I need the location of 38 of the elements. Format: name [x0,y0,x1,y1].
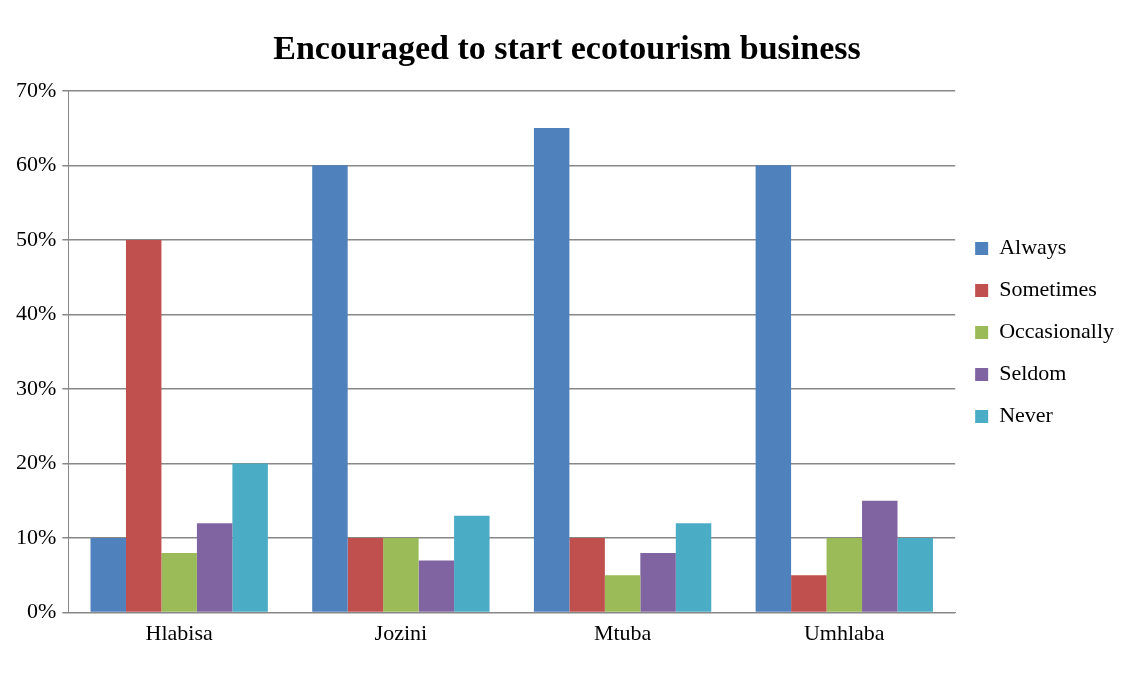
bar [347,538,384,612]
bar [454,515,490,612]
bar [533,128,570,612]
bar [125,239,162,612]
y-tick-label: 10% [16,523,57,549]
bar [383,538,419,612]
bar [232,463,268,612]
x-tick-label: Jozini [374,619,428,645]
x-tick-label: Mtuba [593,619,652,645]
bar [826,538,863,612]
y-tick-label: 0% [27,598,57,624]
x-tick-label: Hlabisa [145,619,214,645]
legend-label: Always [999,234,1067,260]
legend-label: Never [999,402,1054,428]
chart-title: Encouraged to start ecotourism business [273,29,861,67]
bar [640,552,676,612]
bar [791,575,827,612]
y-tick-label: 70% [16,76,57,102]
x-tick-label: Umhlaba [803,619,885,645]
y-tick-label: 40% [16,300,57,326]
legend-label: Occasionally [999,318,1115,344]
bar [755,165,792,612]
bar [196,523,233,612]
bar [862,500,898,612]
bar [418,560,455,612]
legend-label: Sometimes [999,276,1097,302]
y-tick-label: 30% [16,374,57,400]
y-tick-label: 20% [16,449,57,475]
bar [90,538,126,612]
bar [604,575,641,612]
bar [569,538,605,612]
y-tick-label: 60% [16,151,57,177]
bar [161,552,197,612]
bar [675,523,712,612]
y-tick-label: 50% [16,225,57,251]
bar [312,165,348,612]
bar [897,538,933,612]
legend-label: Seldom [999,360,1067,386]
